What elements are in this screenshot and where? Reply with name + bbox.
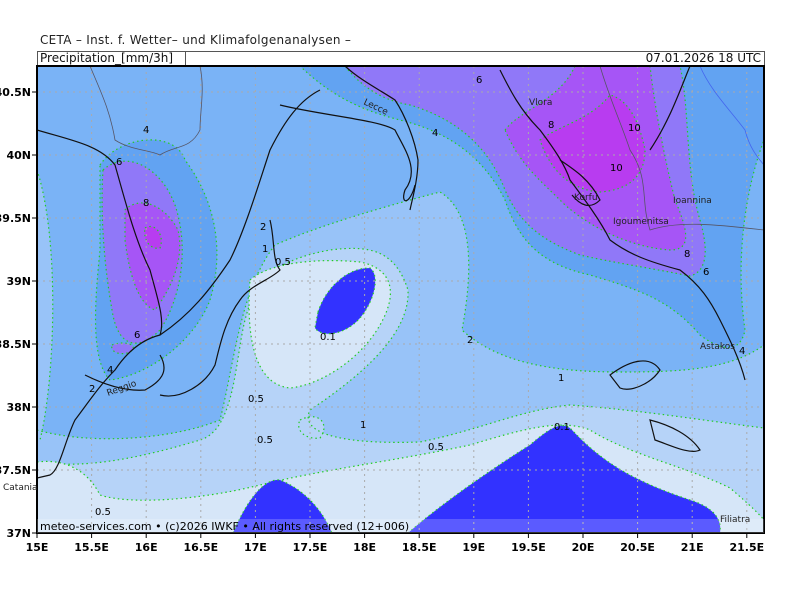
contour-label: 6 (476, 75, 482, 86)
contour-label: 8 (143, 198, 149, 209)
latitude-axis: 40.5N 40N 39.5N 39N 38.5N 38N 37.5N 37N (0, 86, 37, 540)
contour-label: 1 (558, 373, 564, 384)
band-8-10 (124, 66, 687, 311)
contour-label: 0.5 (275, 257, 291, 268)
lon-tick-label: 15E (26, 541, 49, 554)
contour-label: 0.1 (554, 422, 570, 433)
lon-tick-label: 15.5E (74, 541, 109, 554)
contour-label: 8 (684, 249, 690, 260)
lon-tick-label: 17.5E (293, 541, 328, 554)
city-catania: Catania (3, 483, 38, 493)
city-igoumenitsa: Igoumenitsa (613, 217, 669, 227)
city-filiatra: Filiatra (720, 515, 750, 525)
lon-tick-label: 18E (353, 541, 376, 554)
lon-tick-label: 18.5E (402, 541, 437, 554)
contour-label: 2 (89, 384, 95, 395)
title-separator (185, 52, 186, 65)
lat-tick-label: 39.5N (0, 212, 31, 225)
city-ioannina: Ioannina (673, 196, 712, 206)
map-fields (37, 66, 764, 533)
credit-text: meteo-services.com • (c)2026 IWKF • All … (40, 520, 409, 533)
lat-tick-label: 37N (6, 527, 31, 540)
contour-label: 8 (548, 120, 554, 131)
band-zero-central (314, 267, 376, 335)
contour-label: 4 (739, 346, 745, 357)
contour-label: 0.5 (95, 507, 111, 518)
contour-label: 0.5 (428, 442, 444, 453)
lon-tick-label: 21.5E (729, 541, 764, 554)
contour-label: 10 (628, 123, 641, 134)
lon-tick-label: 20.5E (620, 541, 655, 554)
city-vlora: Vlora (529, 98, 552, 108)
contour-label: 1 (262, 244, 268, 255)
contour-label: 4 (107, 365, 113, 376)
contour-label: 2 (260, 222, 266, 233)
contour-labels: 4 6 8 6 4 2 2 1 0.5 0.1 0.5 0.5 0.5 0.5 … (89, 75, 745, 518)
contour-label: 6 (134, 330, 140, 341)
coastlines (37, 66, 746, 479)
band-10-plus (144, 94, 646, 249)
lon-tick-label: 20E (572, 541, 595, 554)
lon-tick-label: 21E (681, 541, 704, 554)
contour-label: 6 (116, 157, 122, 168)
city-astakos: Astakos (700, 342, 735, 352)
contour-label: 4 (432, 128, 438, 139)
contour-label: 6 (703, 267, 709, 278)
contour-label: 0.5 (248, 394, 264, 405)
map-frame (36, 65, 765, 534)
contour-label: 2 (467, 335, 473, 346)
contour-label: 4 (143, 125, 149, 136)
lon-tick-label: 19.5E (511, 541, 546, 554)
lat-tick-label: 38N (6, 401, 31, 414)
lat-tick-label: 40.5N (0, 86, 31, 99)
credit-strip (37, 519, 764, 533)
band-zero-south (232, 425, 721, 533)
borders (89, 66, 764, 231)
lon-tick-label: 19E (462, 541, 485, 554)
contour-label: 1 (360, 420, 366, 431)
lat-tick-label: 38.5N (0, 338, 31, 351)
lat-tick-label: 37.5N (0, 464, 31, 477)
contour-label: 0.5 (257, 435, 273, 446)
lat-tick-label: 40N (6, 149, 31, 162)
institute-title: CETA – Inst. f. Wetter– und Klimafolgena… (40, 33, 352, 47)
lon-tick-label: 16.5E (183, 541, 218, 554)
valid-time: 07.01.2026 18 UTC (645, 51, 761, 65)
city-korfu: Korfu (574, 193, 598, 203)
longitude-axis: 15E 15.5E 16E 16.5E 17E 17.5E 18E 18.5E 19E 19.5E… (26, 533, 764, 554)
variable-label: Precipitation_[mm/3h] (40, 51, 174, 65)
contour-label: 0.1 (320, 332, 336, 343)
contour-label: 10 (610, 163, 623, 174)
lon-tick-label: 16E (135, 541, 158, 554)
lon-tick-label: 17E (244, 541, 267, 554)
grid-lines (37, 66, 764, 533)
lat-tick-label: 39N (6, 275, 31, 288)
